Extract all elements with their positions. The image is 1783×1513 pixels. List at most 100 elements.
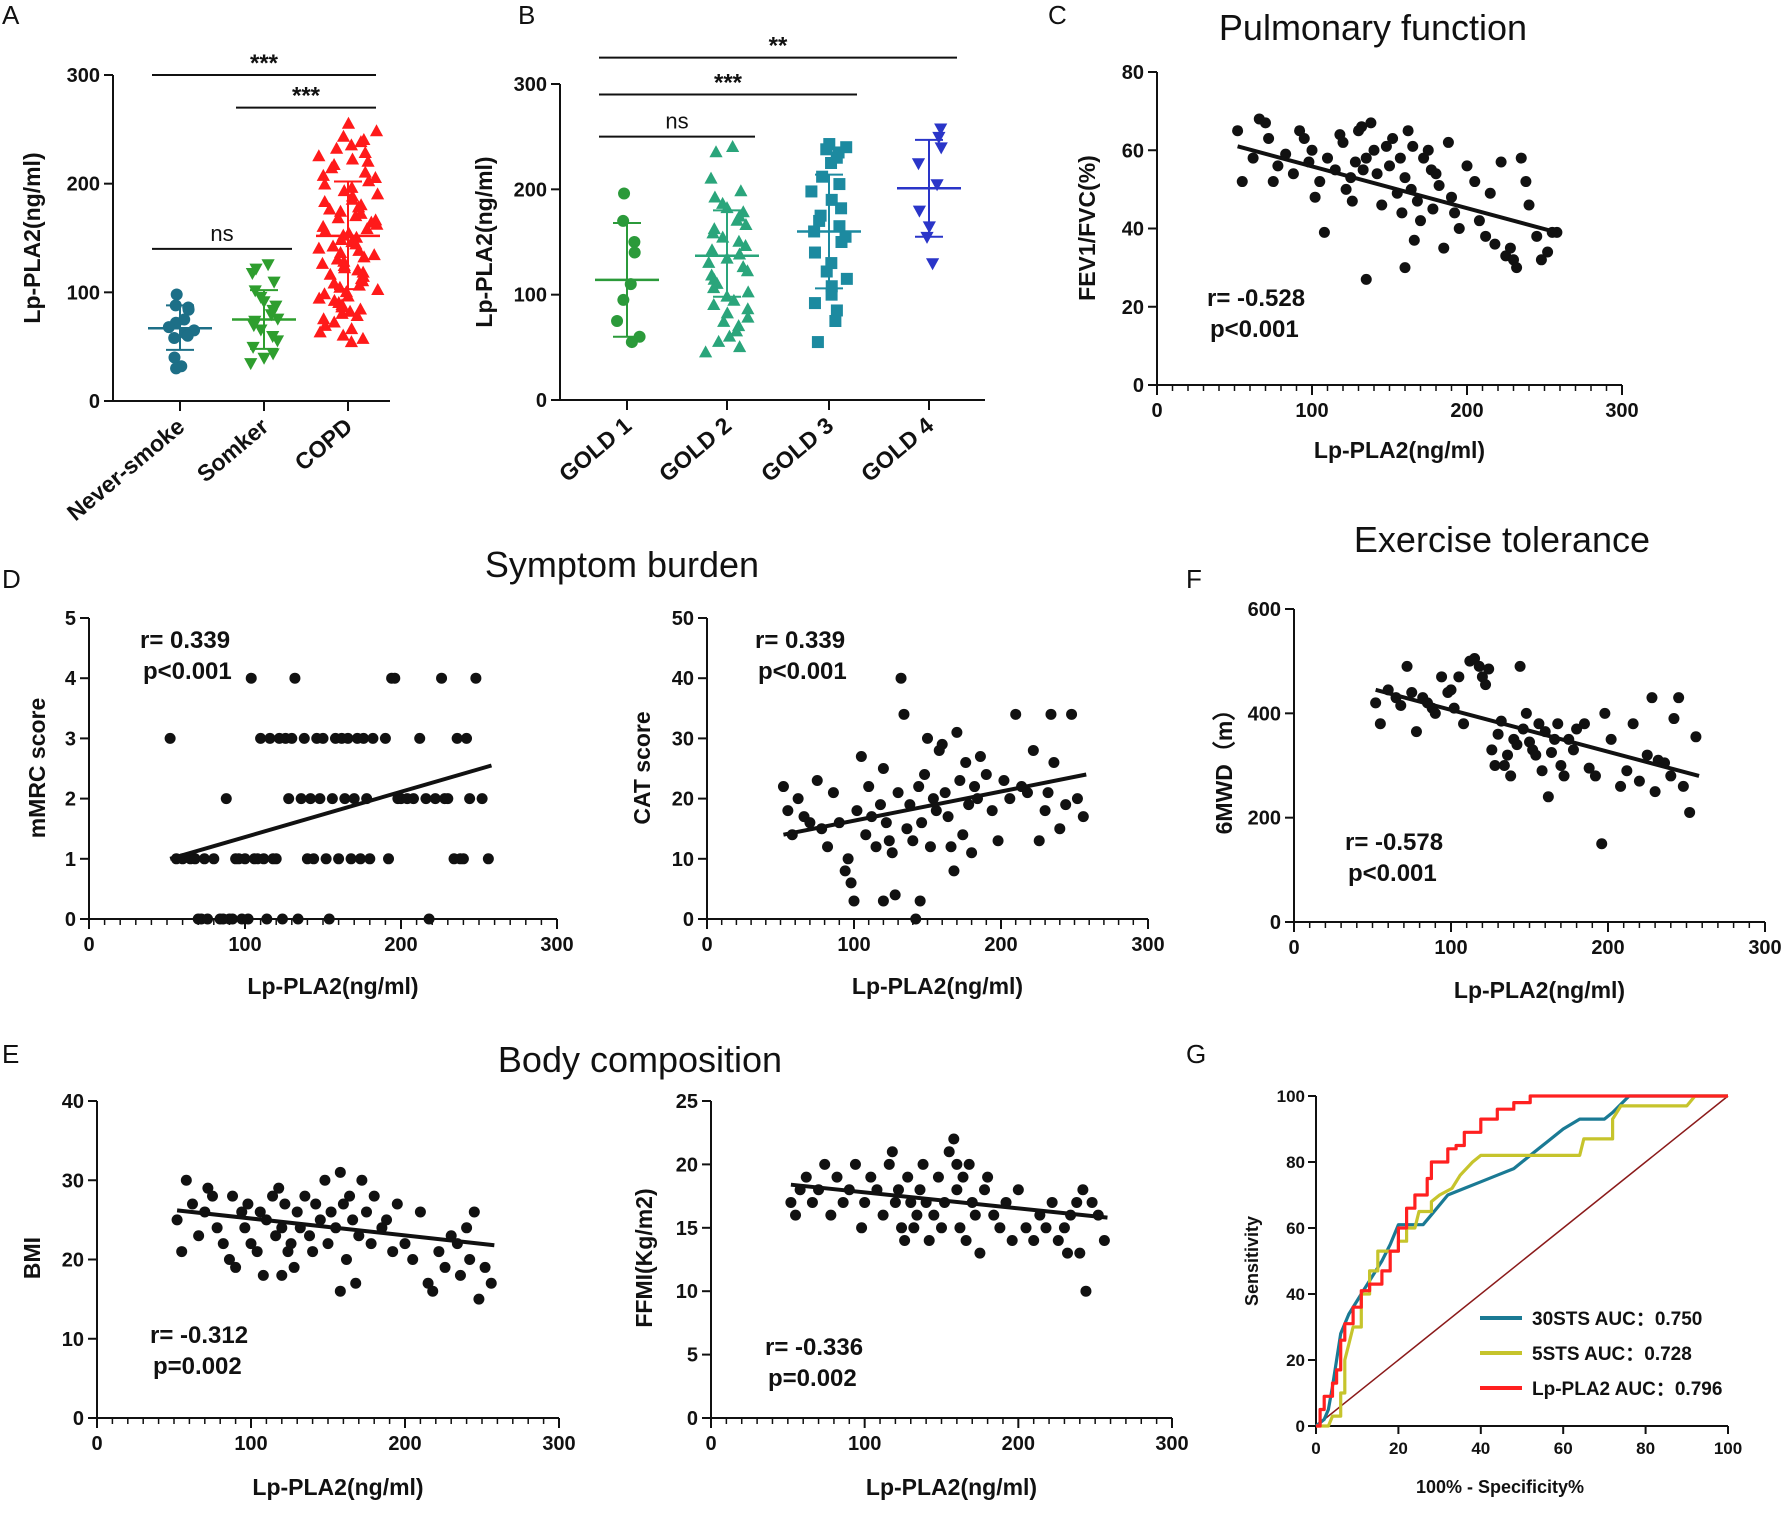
x-axis-label: Lp-PLA2(ng/ml) <box>1454 977 1625 1003</box>
data-point <box>314 793 326 805</box>
data-point <box>1430 168 1442 180</box>
y-tick-label: 2 <box>65 789 76 811</box>
y-tick-label: 0 <box>687 1408 698 1430</box>
scatter-plot-f: 0 200 400 600 0 100 200 300 Lp-PLA2(ng/ml) 6MWD（m… <box>1211 599 1782 1003</box>
data-point <box>930 805 942 817</box>
data-point <box>912 205 927 218</box>
data-point <box>318 224 332 237</box>
correlation-p: p<0.001 <box>143 658 232 685</box>
data-point <box>974 1247 986 1259</box>
data-points <box>777 672 1089 925</box>
data-point <box>835 236 848 248</box>
data-point <box>1077 811 1089 823</box>
data-point <box>1394 152 1406 164</box>
data-point <box>720 306 734 319</box>
panel-letter-a: A <box>2 0 20 30</box>
data-point <box>1071 1196 1083 1208</box>
data-point <box>1340 183 1352 195</box>
data-point <box>1684 806 1696 818</box>
group-somker <box>232 259 296 371</box>
data-point <box>345 152 360 165</box>
data-point <box>1410 726 1422 738</box>
data-point <box>939 787 951 799</box>
data-point <box>295 793 307 805</box>
data-point <box>461 1222 473 1234</box>
data-point <box>1520 707 1532 719</box>
y-tick-label: 600 <box>1248 599 1281 621</box>
data-point <box>164 732 176 744</box>
data-point <box>722 329 737 342</box>
data-point <box>1473 215 1485 227</box>
data-point <box>1605 733 1617 745</box>
x-tick-label: 0 <box>91 1433 102 1455</box>
y-tick-label: 40 <box>672 668 694 690</box>
data-point <box>1247 152 1259 164</box>
panel-letter-c: C <box>1048 0 1067 30</box>
data-point <box>1039 805 1051 817</box>
dot-plot-a: 0 100 200 300 Lp-PLA2(ng/ml) Never-smoke Somke… <box>19 50 390 526</box>
data-point <box>895 672 907 684</box>
data-point <box>1515 152 1527 164</box>
data-point <box>1665 770 1677 782</box>
data-point <box>910 913 922 925</box>
data-point <box>276 1222 288 1234</box>
data-point <box>942 811 954 823</box>
data-point <box>880 817 892 829</box>
data-point <box>1523 199 1535 211</box>
x-tick-label: 300 <box>542 1433 575 1455</box>
data-point <box>1360 152 1372 164</box>
data-point <box>170 288 183 301</box>
y-tick-label: 200 <box>514 179 547 201</box>
data-point <box>335 300 349 313</box>
data-point <box>1483 663 1495 675</box>
data-point <box>208 853 220 865</box>
data-point <box>352 278 366 291</box>
x-tick-label: 200 <box>384 934 417 956</box>
y-tick-label: 0 <box>73 1408 84 1430</box>
data-point <box>318 177 332 190</box>
data-point <box>848 895 860 907</box>
data-point <box>628 236 641 248</box>
data-point <box>1633 775 1645 787</box>
data-point <box>849 1158 861 1170</box>
data-point <box>476 793 488 805</box>
data-point <box>1263 133 1275 145</box>
data-point <box>800 1171 812 1183</box>
data-point <box>168 331 181 344</box>
data-point <box>270 335 285 348</box>
x-tick-label: 0 <box>83 934 94 956</box>
data-point <box>839 865 851 877</box>
data-point <box>1446 191 1457 203</box>
data-point <box>257 1269 269 1281</box>
data-point <box>924 841 936 853</box>
data-point <box>367 732 379 744</box>
data-point <box>877 1209 889 1221</box>
legend-label: Lp-PLA2 AUC：0.796 <box>1532 1379 1722 1400</box>
data-point <box>733 340 747 353</box>
data-point <box>333 204 348 217</box>
y-tick-label: 300 <box>514 74 547 96</box>
data-point <box>808 297 821 310</box>
y-tick-label: 50 <box>672 608 694 630</box>
data-point <box>739 217 753 230</box>
data-point <box>729 324 744 337</box>
scatter-plot-d2: 0 10 20 30 40 50 0 100 200 300 Lp-PLA2(ng/ml) CAT s… <box>629 608 1165 999</box>
data-point <box>473 1293 485 1305</box>
data-point <box>368 171 383 184</box>
data-point <box>922 732 933 744</box>
data-point <box>361 1206 372 1218</box>
data-point <box>1395 700 1407 712</box>
x-tick-label: 20 <box>1389 1439 1408 1458</box>
data-point <box>1453 671 1465 683</box>
data-point <box>813 214 826 227</box>
data-point <box>741 310 755 323</box>
data-point <box>292 913 304 925</box>
regression-line <box>783 772 1087 837</box>
data-point <box>1449 207 1461 219</box>
y-tick-label: 0 <box>1270 912 1281 934</box>
data-point <box>299 1190 311 1202</box>
regression-line <box>1237 144 1558 235</box>
panel-letter-f: F <box>1186 564 1202 594</box>
data-point <box>176 1246 188 1258</box>
data-point <box>358 732 370 744</box>
